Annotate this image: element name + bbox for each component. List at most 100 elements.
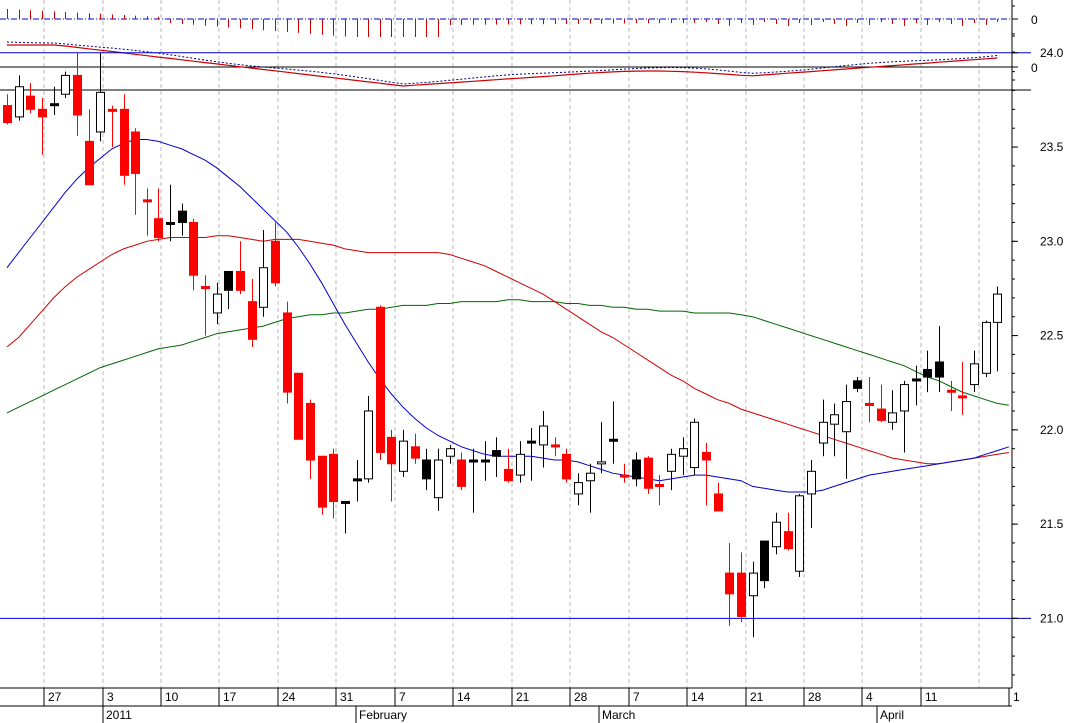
candlestick <box>96 52 105 142</box>
candle-body <box>15 86 24 118</box>
candlestick <box>958 361 967 415</box>
candlestick <box>38 98 47 155</box>
candle-body <box>714 493 723 512</box>
histogram-y-tick-label: 0 <box>1031 13 1038 27</box>
x-day-label: 7 <box>633 690 640 704</box>
candle-body <box>679 448 688 457</box>
candlestick <box>551 437 560 457</box>
x-day-label: 14 <box>457 690 471 704</box>
candle-body <box>935 361 944 378</box>
candle-body <box>213 293 222 314</box>
candlestick <box>667 448 676 491</box>
candlestick <box>329 448 338 519</box>
candlestick <box>690 418 699 476</box>
x-day-label: 4 <box>866 690 873 704</box>
candle-body <box>667 453 676 472</box>
candlestick <box>900 380 909 453</box>
candle-body <box>842 401 851 433</box>
x-day-label: 11 <box>925 690 938 704</box>
candle-body <box>306 402 315 461</box>
x-day-label: 3 <box>107 690 114 704</box>
candle-body <box>364 410 373 480</box>
candle-body <box>574 482 583 495</box>
candle-body <box>411 446 420 459</box>
candlestick <box>3 94 12 125</box>
candle-body <box>294 372 303 440</box>
candlestick <box>376 305 385 460</box>
candlestick <box>923 350 932 393</box>
candle-body <box>236 270 245 291</box>
x-month-label: 2011 <box>106 708 132 722</box>
candle-body <box>993 293 1002 323</box>
candlestick <box>784 512 793 551</box>
x-day-label: 27 <box>48 690 62 704</box>
candlestick <box>236 241 245 295</box>
candle-body <box>655 484 664 488</box>
candle-body <box>120 108 129 176</box>
candle-body <box>50 103 59 107</box>
candlestick <box>970 350 979 393</box>
candle-body <box>516 453 525 476</box>
candlestick <box>61 71 70 99</box>
candle-body <box>749 572 758 597</box>
candle-body <box>341 500 350 504</box>
candlestick <box>178 203 187 236</box>
candlestick <box>807 460 816 528</box>
x-day-label: 31 <box>340 690 354 704</box>
candlestick <box>166 184 175 242</box>
y-tick-label: 21.5 <box>1040 517 1064 531</box>
oscillator-line-dotted <box>6 41 998 85</box>
grid-layer <box>0 0 1031 689</box>
candle-body <box>877 408 886 421</box>
candle-body <box>154 218 163 239</box>
candlestick <box>306 399 315 479</box>
candlestick <box>865 377 874 423</box>
candlestick <box>679 437 688 476</box>
candle-body <box>96 91 105 133</box>
candlestick <box>26 82 35 114</box>
candlestick <box>749 561 758 638</box>
candle-body <box>469 459 478 463</box>
candle-body <box>143 199 152 203</box>
candlestick <box>877 384 886 423</box>
candle-body <box>586 472 595 482</box>
y-tick-label: 22.5 <box>1040 329 1064 343</box>
x-day-label: 28 <box>574 690 588 704</box>
x-day-label: 21 <box>516 690 530 704</box>
candle-body <box>85 140 94 186</box>
candlestick <box>935 326 944 393</box>
candle-body <box>562 453 571 480</box>
candle-body <box>900 384 909 412</box>
candle-body <box>61 74 70 95</box>
histogram-panel <box>0 9 1012 37</box>
candlestick <box>632 452 641 487</box>
candle-body <box>329 453 338 502</box>
candle-body <box>492 450 501 457</box>
candlestick <box>562 448 571 483</box>
candle-body <box>446 448 455 457</box>
candle-body <box>620 474 629 478</box>
y-tick-label: 23.5 <box>1040 140 1064 154</box>
y-tick-label: 24.0 <box>1040 46 1064 60</box>
candlestick <box>446 444 455 464</box>
candle-body <box>38 108 47 118</box>
candlestick <box>772 512 781 555</box>
candlestick <box>294 372 303 440</box>
candlestick <box>120 94 129 185</box>
candle-body <box>422 459 431 480</box>
candlestick <box>434 448 443 511</box>
candle-body <box>982 321 991 374</box>
x-day-label: 14 <box>691 690 705 704</box>
candle-body <box>108 108 117 112</box>
moving-average-long <box>6 299 1009 414</box>
candlestick <box>574 473 583 506</box>
candle-body <box>632 459 641 480</box>
x-month-label: April <box>880 708 904 722</box>
candle-body <box>26 95 35 110</box>
candlestick <box>154 188 163 242</box>
candlestick <box>457 452 466 491</box>
candlestick <box>714 482 723 512</box>
candle-body <box>912 378 921 382</box>
candle-body <box>178 210 187 223</box>
candlestick <box>609 401 618 464</box>
